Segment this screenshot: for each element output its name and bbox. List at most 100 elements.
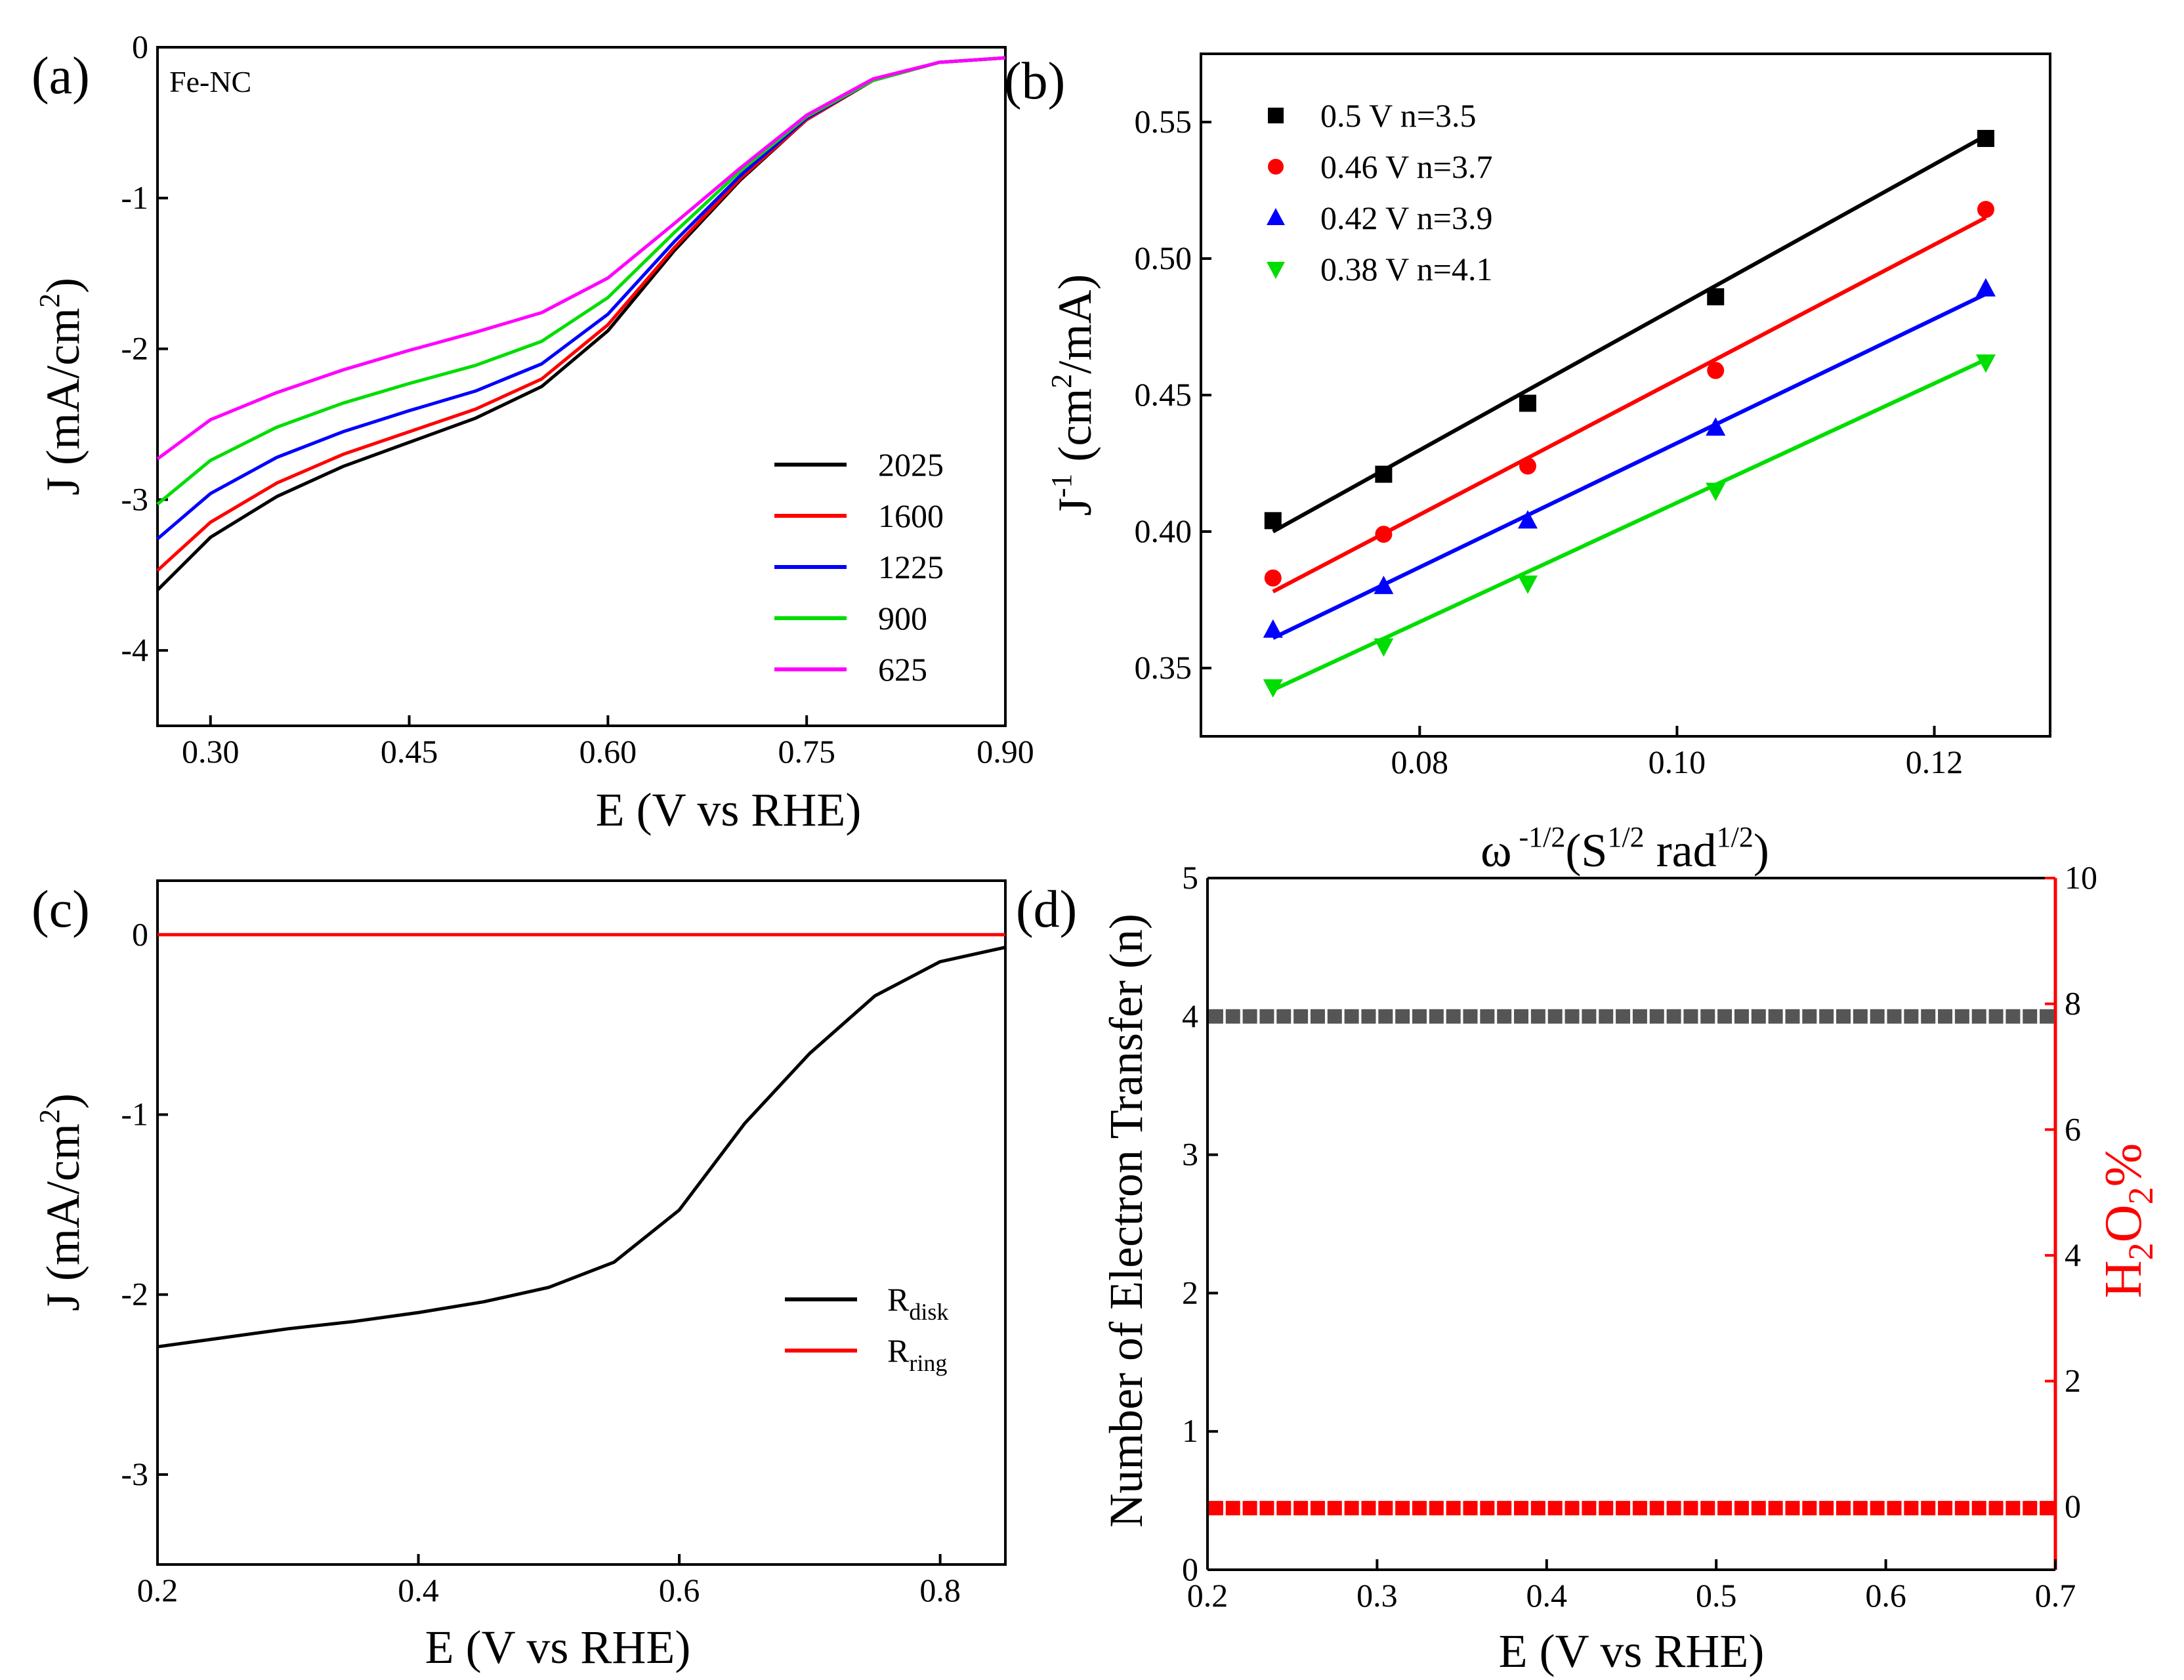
data-point-h2o2 — [1547, 1501, 1563, 1516]
y-tick-label: 0 — [1182, 1551, 1198, 1587]
data-point-n — [1497, 1009, 1512, 1024]
data-point-n — [1785, 1009, 1800, 1024]
data-point-h2o2 — [1988, 1501, 2004, 1516]
data-point-n — [1853, 1009, 1868, 1024]
legend-label: 2025 — [878, 446, 944, 483]
panel-label: (a) — [32, 47, 90, 105]
data-point-n — [1310, 1009, 1325, 1024]
data-point — [1263, 679, 1283, 698]
x-tick-label: 0.2 — [1187, 1577, 1228, 1614]
y-tick-label: 0.50 — [1135, 240, 1192, 276]
y-tick-label: 3 — [1182, 1136, 1198, 1173]
data-point — [1375, 465, 1393, 483]
y-tick-label: 5 — [1182, 859, 1198, 896]
x-tick-label: 0.5 — [1696, 1577, 1737, 1614]
fit-line-0 — [1272, 134, 1987, 534]
data-point-h2o2 — [1717, 1501, 1732, 1516]
legend-marker — [1268, 159, 1284, 175]
x-axis-label: ω -1/2(S1/2 rad1/2) — [1480, 821, 1769, 877]
data-point-h2o2 — [1327, 1501, 1342, 1516]
legend-label: 900 — [878, 600, 927, 637]
y-axis-label: J-1 (cm2/mA) — [1045, 274, 1101, 516]
y-tick-label: 0.40 — [1135, 513, 1192, 549]
data-point — [1374, 638, 1394, 657]
data-point-h2o2 — [1836, 1501, 1851, 1516]
data-point-h2o2 — [1649, 1501, 1664, 1516]
data-point-n — [1954, 1009, 1969, 1024]
x-axis-label: E (V vs RHE) — [596, 784, 862, 836]
data-point-n — [1616, 1009, 1631, 1024]
data-point-n — [1327, 1009, 1342, 1024]
x-tick-label: 0.7 — [2035, 1577, 2076, 1614]
data-point-h2o2 — [1599, 1501, 1614, 1516]
data-point-h2o2 — [1666, 1501, 1681, 1516]
y-label-end: /mA) — [1049, 274, 1101, 374]
legend-label: 625 — [878, 651, 927, 688]
data-point — [1264, 569, 1282, 587]
data-point-n — [1480, 1009, 1495, 1024]
y-tick-label: 0 — [132, 28, 148, 65]
data-point-h2o2 — [1768, 1501, 1783, 1516]
y-label-right-sub: 2 — [2121, 1242, 2160, 1260]
data-point-n — [1412, 1009, 1427, 1024]
series-line-625 — [156, 56, 1006, 461]
data-point-n — [1971, 1009, 1986, 1024]
panel-a: 0.30 0.45 0.60 0.75 0.90 0 -1 -2 -3 -4 (a) Fe-NC E (… — [32, 28, 1034, 836]
legend-label: Rring — [887, 1332, 947, 1376]
data-point-h2o2 — [1429, 1501, 1444, 1516]
data-point-n — [1564, 1009, 1580, 1024]
data-point-n — [1530, 1009, 1545, 1024]
annotation-label: Fe-NC — [169, 65, 251, 98]
y-label-right-part: H — [2095, 1260, 2152, 1298]
data-point-h2o2 — [1446, 1501, 1461, 1516]
x-label-mid: (S — [1565, 824, 1607, 877]
panel-label: (d) — [1016, 881, 1077, 938]
data-point — [1519, 394, 1536, 412]
data-point-n — [1683, 1009, 1698, 1024]
data-point-n — [1649, 1009, 1664, 1024]
legend-label: Rdisk — [887, 1281, 948, 1325]
data-point-n — [1836, 1009, 1851, 1024]
x-tick-label: 0.6 — [1865, 1577, 1906, 1614]
data-point-h2o2 — [2006, 1501, 2021, 1516]
x-label-sup: -1/2 — [1512, 821, 1566, 853]
data-point-n — [2006, 1009, 2021, 1024]
panel-d: 0.2 0.3 0.4 0.5 0.6 0.7 0 1 2 3 4 5 0 2 4 6 8 10 (d) E (V v… — [1016, 859, 2160, 1677]
y-tick-label: 1 — [1182, 1412, 1198, 1449]
data-point-h2o2 — [1785, 1501, 1800, 1516]
data-point — [1977, 201, 1994, 219]
x-tick-label: 0.75 — [778, 733, 835, 770]
legend-label: 0.38 V n=4.1 — [1320, 251, 1493, 287]
data-point-n — [2023, 1009, 2038, 1024]
data-point-h2o2 — [1582, 1501, 1597, 1516]
data-point — [1517, 576, 1538, 595]
y-tick-label: 6 — [2065, 1110, 2081, 1147]
y-tick-label: 2 — [2065, 1362, 2081, 1399]
data-point-h2o2 — [1514, 1501, 1529, 1516]
x-tick-label: 0.10 — [1648, 744, 1706, 780]
x-label-sup: 1/2 — [1717, 821, 1754, 853]
data-point-n — [1361, 1009, 1376, 1024]
legend: 2025 1600 1225 900 625 — [774, 446, 944, 688]
x-tick-label: 0.8 — [919, 1572, 961, 1608]
data-point-n — [1802, 1009, 1817, 1024]
y-tick-label: 4 — [2065, 1236, 2081, 1273]
data-point-n — [1632, 1009, 1647, 1024]
x-tick-label: 0.6 — [659, 1572, 700, 1608]
data-point-n — [1446, 1009, 1461, 1024]
data-point-h2o2 — [1412, 1501, 1427, 1516]
y-label-main: J (mA/cm — [37, 308, 89, 495]
legend-marker — [1267, 208, 1285, 225]
panel-b: 0.08 0.10 0.12 0.35 0.40 0.45 0.50 0.55 0.5 V n=… — [1004, 52, 2051, 877]
data-point-h2o2 — [1259, 1501, 1274, 1516]
data-point-h2o2 — [1616, 1501, 1631, 1516]
data-point-n — [1276, 1009, 1292, 1024]
x-label-mid: rad — [1645, 824, 1717, 877]
data-point-h2o2 — [1870, 1501, 1885, 1516]
y-label-sup: 2 — [33, 1109, 66, 1124]
legend-label: 0.5 V n=3.5 — [1320, 97, 1477, 134]
y-tick-label: -2 — [121, 330, 148, 367]
data-point-n — [1988, 1009, 2004, 1024]
y-label-mid: (cm — [1049, 388, 1101, 474]
data-point-h2o2 — [1225, 1501, 1240, 1516]
